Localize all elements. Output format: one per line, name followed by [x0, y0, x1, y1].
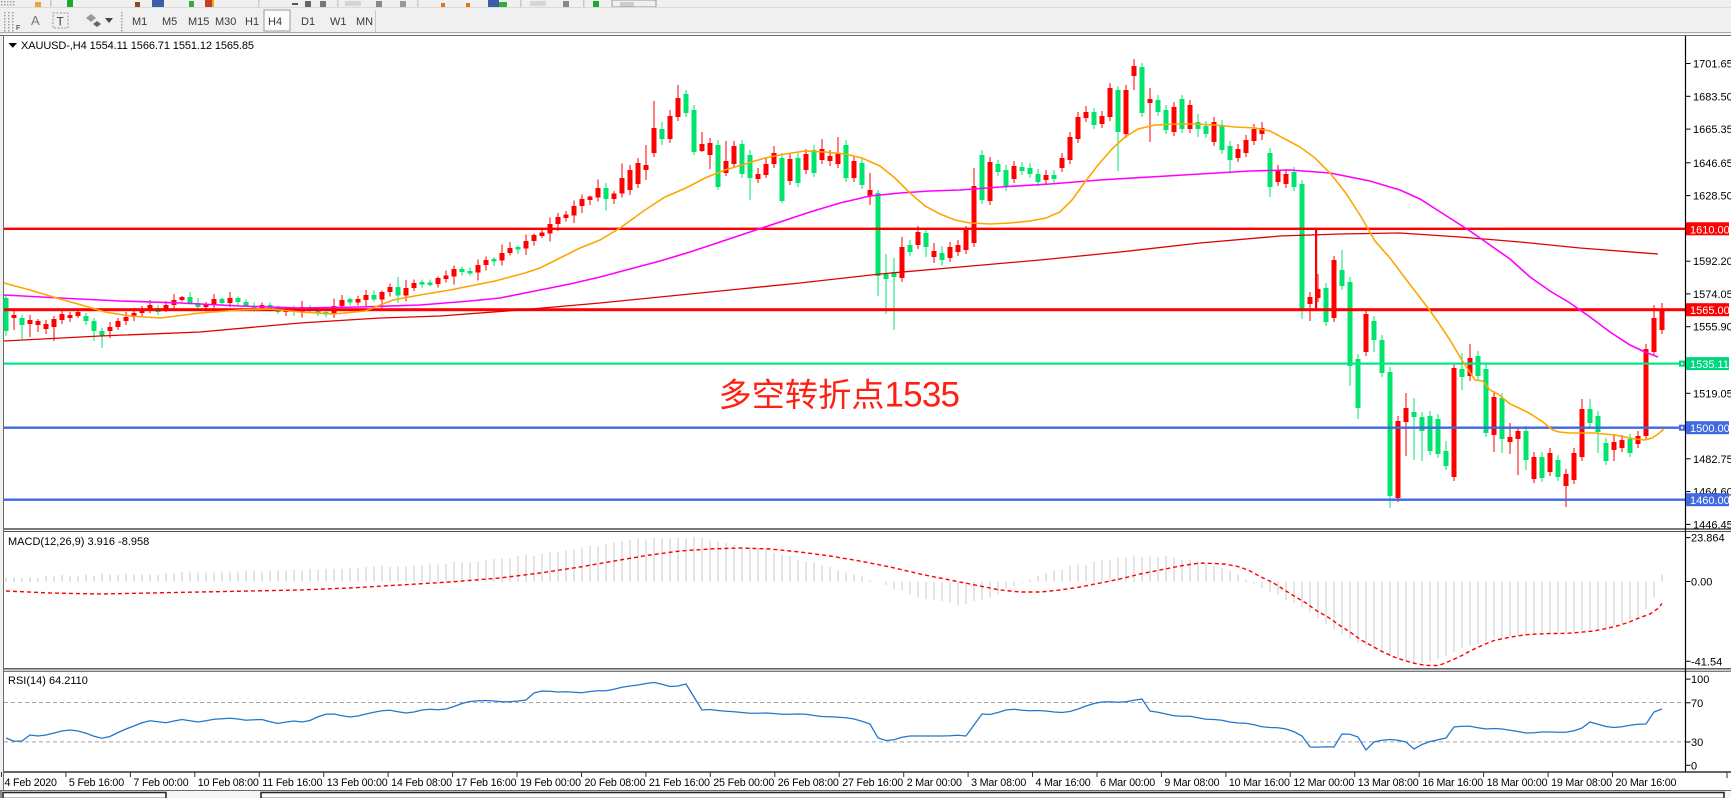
svg-text:1701.65: 1701.65	[1693, 59, 1731, 71]
svg-text:1610.00: 1610.00	[1690, 224, 1730, 236]
svg-text:-41.54: -41.54	[1691, 656, 1722, 668]
svg-text:F: F	[16, 25, 20, 32]
svg-text:27 Feb 16:00: 27 Feb 16:00	[842, 777, 903, 789]
svg-text:12 Mar 00:00: 12 Mar 00:00	[1293, 777, 1354, 789]
svg-text:0: 0	[1691, 760, 1697, 772]
svg-text:A: A	[31, 13, 40, 28]
svg-text:25 Feb 00:00: 25 Feb 00:00	[713, 777, 774, 789]
svg-text:11 Feb 16:00: 11 Feb 16:00	[262, 777, 322, 789]
svg-text:30: 30	[1691, 737, 1703, 749]
svg-text:XAUUSD-,H4 1554.11 1566.71 15: XAUUSD-,H4 1554.11 1566.71 1551.12 1565.…	[21, 40, 254, 52]
svg-text:H4: H4	[268, 16, 282, 28]
svg-text:1555.90: 1555.90	[1693, 322, 1731, 334]
svg-text:M5: M5	[162, 16, 177, 28]
svg-text:70: 70	[1691, 698, 1703, 710]
svg-text:4 Mar 16:00: 4 Mar 16:00	[1036, 777, 1091, 789]
svg-text:1646.65: 1646.65	[1693, 158, 1731, 170]
svg-text:W1: W1	[330, 16, 347, 28]
svg-text:10 Feb 08:00: 10 Feb 08:00	[198, 777, 259, 789]
svg-text:1519.05: 1519.05	[1693, 388, 1731, 400]
svg-text:1683.50: 1683.50	[1693, 91, 1731, 103]
svg-text:5 Feb 16:00: 5 Feb 16:00	[69, 777, 124, 789]
svg-text:16 Mar 16:00: 16 Mar 16:00	[1422, 777, 1483, 789]
svg-text:1535: 1535	[885, 376, 960, 415]
svg-text:10 Mar 16:00: 10 Mar 16:00	[1229, 777, 1290, 789]
svg-text:MACD(12,26,9) 3.916 -8.958: MACD(12,26,9) 3.916 -8.958	[8, 536, 149, 548]
svg-text:7 Feb 00:00: 7 Feb 00:00	[133, 777, 188, 789]
svg-text:9 Mar 08:00: 9 Mar 08:00	[1164, 777, 1219, 789]
svg-text:MN: MN	[356, 16, 373, 28]
svg-text:23.864: 23.864	[1691, 533, 1725, 545]
svg-text:1535.11: 1535.11	[1690, 359, 1729, 371]
svg-text:1565.00: 1565.00	[1690, 305, 1730, 317]
svg-text:1500.00: 1500.00	[1690, 423, 1730, 435]
svg-text:4 Feb 2020: 4 Feb 2020	[5, 777, 58, 789]
svg-text:H1: H1	[245, 16, 259, 28]
svg-text:14 Feb 08:00: 14 Feb 08:00	[391, 777, 452, 789]
svg-text:2 Mar 00:00: 2 Mar 00:00	[907, 777, 962, 789]
svg-text:1482.75: 1482.75	[1693, 454, 1731, 466]
svg-text:20 Mar 16:00: 20 Mar 16:00	[1616, 777, 1677, 789]
svg-text:0.00: 0.00	[1691, 577, 1712, 589]
svg-text:RSI(14) 64.2110: RSI(14) 64.2110	[8, 675, 88, 687]
svg-text:M15: M15	[188, 16, 209, 28]
svg-text:1460.00: 1460.00	[1690, 495, 1730, 507]
svg-text:M1: M1	[132, 16, 147, 28]
svg-text:17 Feb 16:00: 17 Feb 16:00	[456, 777, 517, 789]
svg-text:13 Mar 08:00: 13 Mar 08:00	[1358, 777, 1419, 789]
svg-text:19 Feb 00:00: 19 Feb 00:00	[520, 777, 581, 789]
svg-text:26 Feb 08:00: 26 Feb 08:00	[778, 777, 839, 789]
svg-text:19 Mar 08:00: 19 Mar 08:00	[1551, 777, 1612, 789]
svg-text:13 Feb 00:00: 13 Feb 00:00	[327, 777, 388, 789]
svg-text:M30: M30	[215, 16, 236, 28]
svg-text:6 Mar 00:00: 6 Mar 00:00	[1100, 777, 1155, 789]
svg-text:1665.35: 1665.35	[1693, 124, 1731, 136]
svg-text:D1: D1	[301, 16, 315, 28]
svg-text:T: T	[57, 15, 65, 29]
svg-text:3 Mar 08:00: 3 Mar 08:00	[971, 777, 1026, 789]
svg-text:21 Feb 16:00: 21 Feb 16:00	[649, 777, 710, 789]
svg-text:1446.45: 1446.45	[1693, 519, 1731, 531]
svg-text:1574.05: 1574.05	[1693, 289, 1731, 301]
svg-text:18 Mar 00:00: 18 Mar 00:00	[1487, 777, 1548, 789]
svg-text:1628.50: 1628.50	[1693, 191, 1731, 203]
svg-text:100: 100	[1691, 674, 1709, 686]
svg-text:1592.20: 1592.20	[1693, 256, 1731, 268]
svg-text:20 Feb 08:00: 20 Feb 08:00	[585, 777, 646, 789]
